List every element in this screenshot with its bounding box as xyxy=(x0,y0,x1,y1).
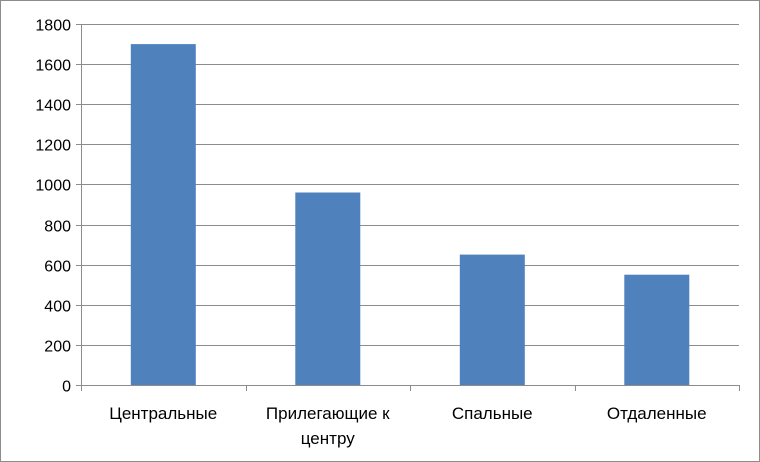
y-tick-label: 0 xyxy=(62,379,71,396)
y-tick-label: 1600 xyxy=(35,58,71,75)
axes xyxy=(76,24,740,391)
x-category-label: Спальные xyxy=(452,404,533,423)
y-tick-label: 1400 xyxy=(35,98,71,115)
x-category-label: Отдаленные xyxy=(607,404,707,423)
y-tick-label: 1000 xyxy=(35,178,71,195)
y-tick-label: 1200 xyxy=(35,138,71,155)
bars xyxy=(130,44,690,385)
x-category-labels: Центральные Прилегающие к центру Спальные От… xyxy=(109,404,706,448)
x-category-label: Центральные xyxy=(109,404,217,423)
bar-2 xyxy=(295,192,361,385)
x-category-label: Прилегающие к центру xyxy=(266,404,390,448)
bar-3 xyxy=(459,254,525,385)
y-tick-label: 1800 xyxy=(35,18,71,35)
y-tick-labels: 0 200 400 600 800 1000 1200 1400 1600 1800 xyxy=(35,18,71,396)
y-tick-label: 600 xyxy=(44,259,71,276)
y-tick-label: 800 xyxy=(44,219,71,236)
y-tick-label: 400 xyxy=(44,299,71,316)
bar-1 xyxy=(130,44,196,385)
y-tick-label: 200 xyxy=(44,339,71,356)
bar-4 xyxy=(624,274,690,385)
